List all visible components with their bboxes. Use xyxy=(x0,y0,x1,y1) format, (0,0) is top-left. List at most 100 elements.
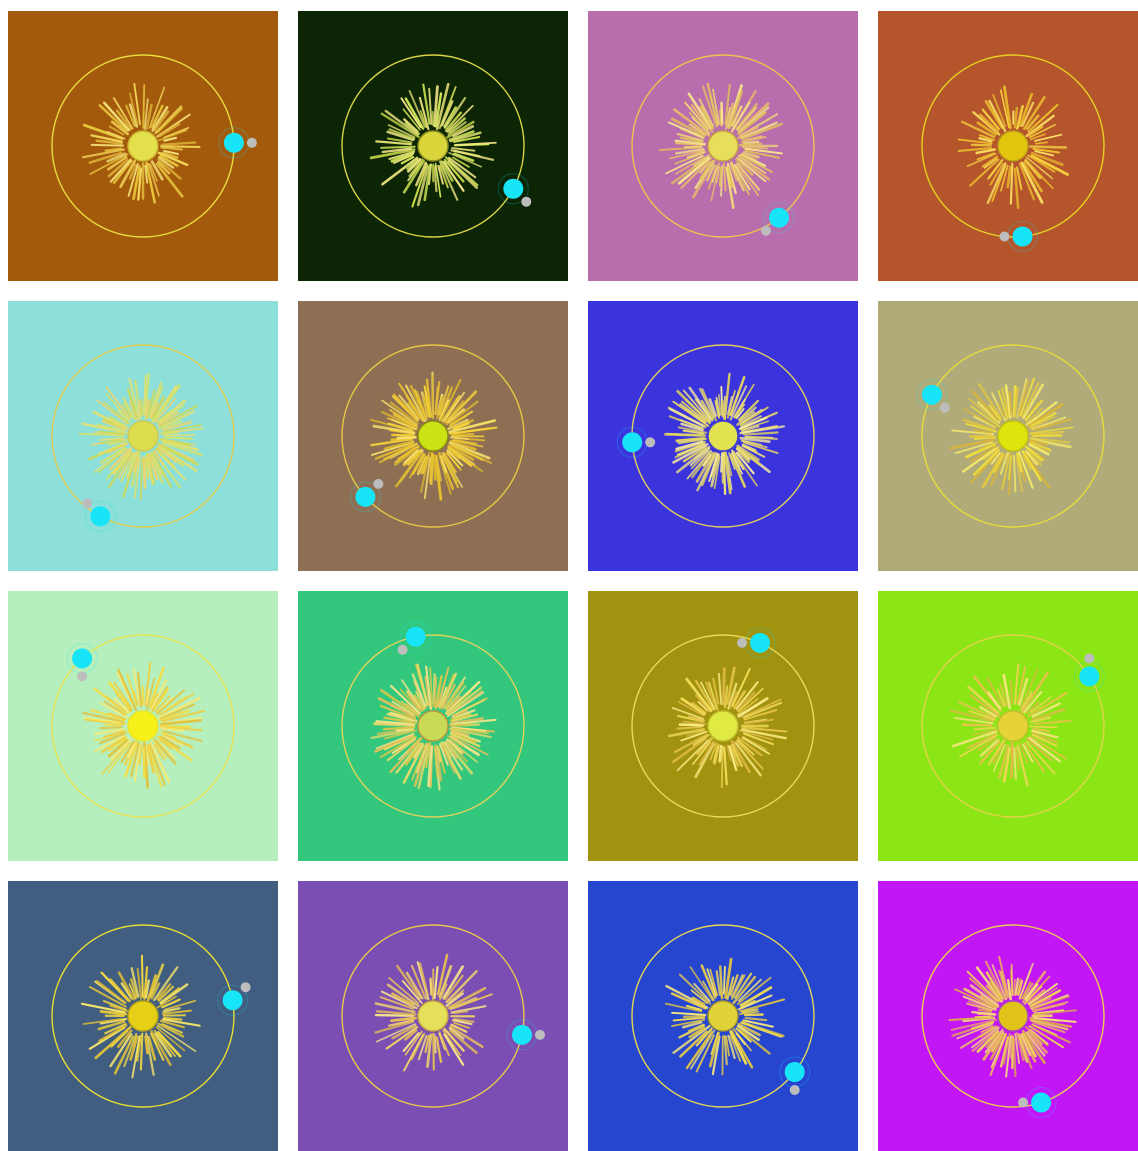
sun-ray xyxy=(724,669,725,705)
moon xyxy=(521,197,531,207)
sun-ray xyxy=(451,725,471,726)
moon xyxy=(940,403,950,413)
planet xyxy=(90,506,110,526)
sun-ray xyxy=(144,458,145,488)
moon xyxy=(645,437,655,447)
moon xyxy=(241,982,251,992)
solar-system-illustration xyxy=(588,591,858,861)
sun-ray xyxy=(392,435,413,436)
sun-ray xyxy=(434,1035,435,1052)
moon xyxy=(77,671,87,681)
sun-ray xyxy=(1036,142,1048,143)
sun-ray xyxy=(143,85,144,128)
solar-system-illustration xyxy=(8,11,278,281)
sun xyxy=(998,711,1028,741)
solar-system-illustration xyxy=(8,591,278,861)
sun xyxy=(418,711,448,741)
sun-tile xyxy=(588,591,858,861)
sun-tile xyxy=(878,881,1138,1151)
sun-ray xyxy=(721,454,722,472)
moon xyxy=(398,645,408,655)
sun-tile xyxy=(8,301,278,571)
sun-ray xyxy=(1011,681,1012,703)
sun xyxy=(998,421,1028,451)
sun-ray xyxy=(1014,1039,1016,1076)
sun-ray xyxy=(376,1015,413,1016)
planet xyxy=(512,1025,532,1045)
sun xyxy=(708,131,738,161)
solar-system-illustration xyxy=(878,301,1138,571)
sun-ray xyxy=(104,725,120,726)
sun-ray xyxy=(678,727,701,728)
sun-tile xyxy=(298,881,568,1151)
planet xyxy=(224,133,244,153)
sun-ray xyxy=(720,746,721,761)
sun-tile xyxy=(588,881,858,1151)
sun-tile xyxy=(878,11,1138,281)
sun-ray xyxy=(453,434,473,435)
solar-system-illustration xyxy=(588,11,858,281)
planet xyxy=(1031,1093,1051,1113)
sun-ray xyxy=(142,956,143,997)
sun xyxy=(708,711,738,741)
sun-ray xyxy=(142,400,143,415)
sun xyxy=(418,421,448,451)
sun-ray xyxy=(1012,743,1013,777)
sun xyxy=(128,131,158,161)
sun-ray xyxy=(720,168,721,186)
moon xyxy=(1018,1098,1028,1108)
sun-ray xyxy=(685,147,702,148)
moon xyxy=(1084,653,1094,663)
sun-ray xyxy=(1014,749,1016,779)
sun xyxy=(128,1001,158,1031)
solar-system-illustration xyxy=(588,881,858,1151)
planet xyxy=(785,1062,805,1082)
solar-system-illustration xyxy=(298,881,568,1151)
solar-system-illustration xyxy=(878,11,1138,281)
sun-ray xyxy=(976,1017,991,1018)
sun-ray xyxy=(381,147,414,148)
sun-tile xyxy=(8,591,278,861)
solar-system-illustration xyxy=(298,591,568,861)
sun-ray xyxy=(1030,727,1056,728)
sun-ray xyxy=(745,1015,763,1016)
sun-ray xyxy=(164,432,178,433)
sun-ray xyxy=(164,435,195,436)
sun xyxy=(128,421,158,451)
sun-ray xyxy=(680,725,703,726)
sun-ray xyxy=(740,144,761,145)
sun xyxy=(708,421,738,451)
sun xyxy=(998,1001,1028,1031)
moon xyxy=(247,138,257,148)
sun-tile xyxy=(298,11,568,281)
sun xyxy=(128,711,158,741)
sun-ray xyxy=(144,749,145,778)
sun-ray xyxy=(398,437,415,438)
sun-tile xyxy=(588,301,858,571)
planet xyxy=(769,208,789,228)
moon xyxy=(761,226,771,236)
sun-ray xyxy=(1030,147,1066,148)
planet xyxy=(750,633,770,653)
sun-ray xyxy=(1014,980,1015,995)
sun xyxy=(708,1001,738,1031)
planet xyxy=(1013,227,1033,247)
planet xyxy=(223,990,243,1010)
sun-ray xyxy=(722,746,723,787)
sun-ray xyxy=(433,1034,434,1070)
solar-system-illustration xyxy=(8,881,278,1151)
moon xyxy=(82,498,92,508)
planet xyxy=(503,179,523,199)
sun-tile xyxy=(8,11,278,281)
sun-ray xyxy=(666,434,705,435)
sun-ray xyxy=(100,727,121,728)
sun xyxy=(998,131,1028,161)
sun-ray xyxy=(434,455,435,479)
moon xyxy=(1000,232,1010,242)
moon xyxy=(790,1085,800,1095)
solar-system-illustration xyxy=(878,591,1138,861)
moon xyxy=(535,1030,545,1040)
solar-system-illustration xyxy=(878,881,1138,1151)
sun-tile xyxy=(878,301,1138,571)
sun-ray xyxy=(92,145,123,146)
